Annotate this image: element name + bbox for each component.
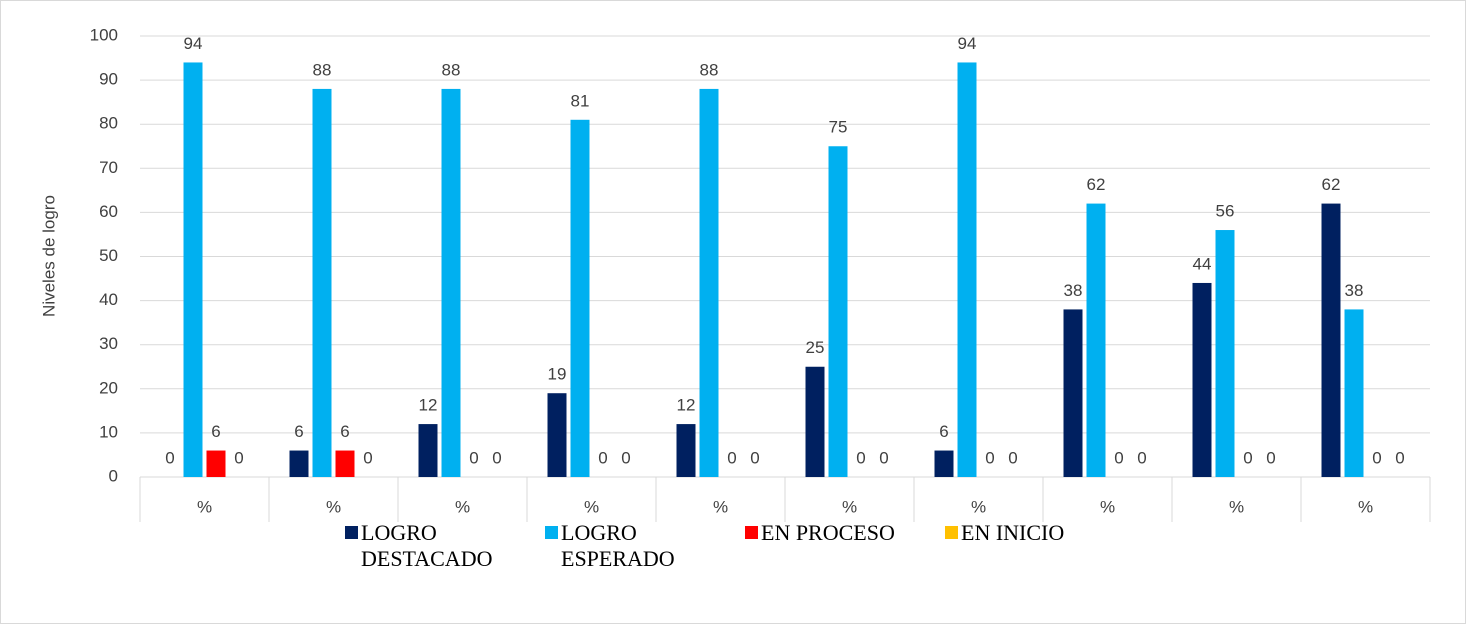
- legend-item: EN INICIO: [945, 520, 1145, 572]
- data-label: 0: [234, 448, 243, 467]
- y-tick-label: 20: [99, 378, 118, 397]
- legend-label: LOGRO ESPERADO: [561, 520, 675, 571]
- x-tick-label: %: [713, 497, 728, 516]
- data-label: 88: [442, 60, 461, 79]
- data-label: 94: [958, 34, 977, 53]
- bar: [1215, 230, 1235, 477]
- data-label: 62: [1087, 175, 1106, 194]
- bar: [547, 393, 567, 477]
- data-label: 38: [1064, 281, 1083, 300]
- bar: [183, 62, 203, 478]
- x-tick-label: %: [197, 497, 212, 516]
- data-label: 0: [750, 448, 759, 467]
- legend-item: LOGRO DESTACADO: [345, 520, 545, 572]
- data-label: 6: [340, 422, 349, 441]
- data-label: 94: [184, 34, 203, 53]
- data-label: 0: [879, 448, 888, 467]
- bar: [957, 62, 977, 478]
- data-label: 0: [1114, 448, 1123, 467]
- data-label: 0: [1266, 448, 1275, 467]
- data-label: 0: [1137, 448, 1146, 467]
- x-tick-label: %: [1100, 497, 1115, 516]
- bar: [1344, 309, 1364, 477]
- bar: [312, 88, 332, 478]
- y-tick-label: 50: [99, 246, 118, 265]
- data-label: 0: [1372, 448, 1381, 467]
- bar: [570, 119, 590, 477]
- y-tick-label: 0: [109, 466, 118, 485]
- x-tick-label: %: [584, 497, 599, 516]
- data-label: 0: [363, 448, 372, 467]
- data-label: 0: [621, 448, 630, 467]
- legend-swatch: [745, 526, 758, 539]
- bar: [1321, 203, 1341, 477]
- y-tick-label: 10: [99, 422, 118, 441]
- y-tick-label: 60: [99, 202, 118, 221]
- data-label: 88: [700, 60, 719, 79]
- data-label: 0: [1243, 448, 1252, 467]
- bar: [805, 366, 825, 477]
- bar: [1192, 282, 1212, 477]
- bar: [289, 450, 309, 477]
- bar: [676, 424, 696, 477]
- legend-label: EN PROCESO: [761, 520, 895, 545]
- data-label: 62: [1322, 175, 1341, 194]
- data-label: 44: [1193, 254, 1212, 273]
- legend-label: EN INICIO: [961, 520, 1065, 545]
- bar: [934, 450, 954, 477]
- data-label: 0: [1008, 448, 1017, 467]
- data-label: 0: [985, 448, 994, 467]
- x-tick-label: %: [455, 497, 470, 516]
- data-label: 12: [419, 396, 438, 415]
- y-tick-label: 70: [99, 158, 118, 177]
- data-label: 0: [492, 448, 501, 467]
- legend-label: LOGRO DESTACADO: [361, 520, 493, 571]
- x-tick-label: %: [842, 497, 857, 516]
- data-label: 0: [727, 448, 736, 467]
- bar: [699, 88, 719, 478]
- legend-item: EN PROCESO: [745, 520, 945, 572]
- data-label: 25: [806, 338, 825, 357]
- legend: LOGRO DESTACADO LOGRO ESPERADO EN PROCESO E…: [345, 520, 1145, 572]
- data-label: 81: [571, 91, 590, 110]
- data-label: 0: [165, 448, 174, 467]
- data-label: 12: [677, 396, 696, 415]
- bar: [828, 146, 848, 477]
- data-label: 6: [294, 422, 303, 441]
- y-tick-label: 30: [99, 334, 118, 353]
- bar: [441, 88, 461, 478]
- data-label: 0: [598, 448, 607, 467]
- y-axis-label: Niveles de logro: [39, 195, 58, 317]
- data-label: 56: [1216, 202, 1235, 221]
- bar: [335, 450, 355, 477]
- y-tick-label: 40: [99, 290, 118, 309]
- x-tick-label: %: [971, 497, 986, 516]
- y-tick-label: 80: [99, 114, 118, 133]
- data-label: 19: [548, 365, 567, 384]
- x-tick-label: %: [326, 497, 341, 516]
- data-label: 6: [939, 422, 948, 441]
- bar: [418, 424, 438, 477]
- legend-swatch: [545, 526, 558, 539]
- data-label: 88: [313, 60, 332, 79]
- legend-item: LOGRO ESPERADO: [545, 520, 745, 572]
- bar: [1063, 309, 1083, 477]
- x-tick-label: %: [1358, 497, 1373, 516]
- x-tick-label: %: [1229, 497, 1244, 516]
- bar: [1086, 203, 1106, 477]
- data-label: 38: [1345, 281, 1364, 300]
- y-tick-label: 100: [90, 25, 118, 44]
- y-tick-label: 90: [99, 70, 118, 89]
- legend-swatch: [345, 526, 358, 539]
- data-label: 75: [829, 118, 848, 137]
- bar: [206, 450, 226, 477]
- data-label: 0: [1395, 448, 1404, 467]
- legend-swatch: [945, 526, 958, 539]
- data-label: 0: [856, 448, 865, 467]
- data-label: 6: [211, 422, 220, 441]
- data-label: 0: [469, 448, 478, 467]
